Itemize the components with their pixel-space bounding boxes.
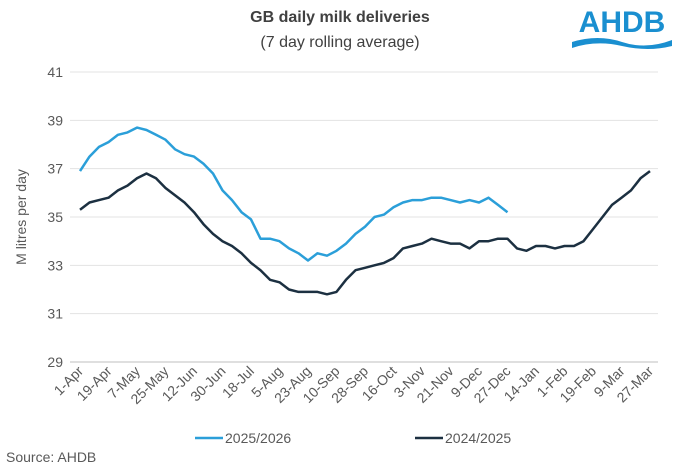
logo: AHDB: [572, 6, 672, 49]
x-tick-label: 18-Jul: [219, 363, 257, 401]
y-tick-label: 31: [47, 306, 63, 322]
y-tick-label: 41: [47, 64, 63, 80]
series-line: [78, 126, 509, 262]
legend-label: 2024/2025: [445, 430, 511, 446]
logo-wave: [572, 38, 672, 49]
legend-label: 2025/2026: [225, 430, 291, 446]
series-line: [79, 170, 651, 296]
y-tick-label: 35: [47, 209, 63, 225]
y-tick-label: 29: [47, 354, 63, 370]
chart-subtitle: (7 day rolling average): [260, 34, 419, 51]
y-tick-label: 39: [47, 112, 63, 128]
y-tick-label: 37: [47, 161, 63, 177]
source: Source: AHDB: [6, 449, 96, 465]
y-axis-label: M litres per day: [13, 169, 29, 265]
chart-title: GB daily milk deliveries: [250, 9, 430, 26]
logo-text: AHDB: [579, 6, 666, 39]
y-tick-label: 33: [47, 257, 63, 273]
